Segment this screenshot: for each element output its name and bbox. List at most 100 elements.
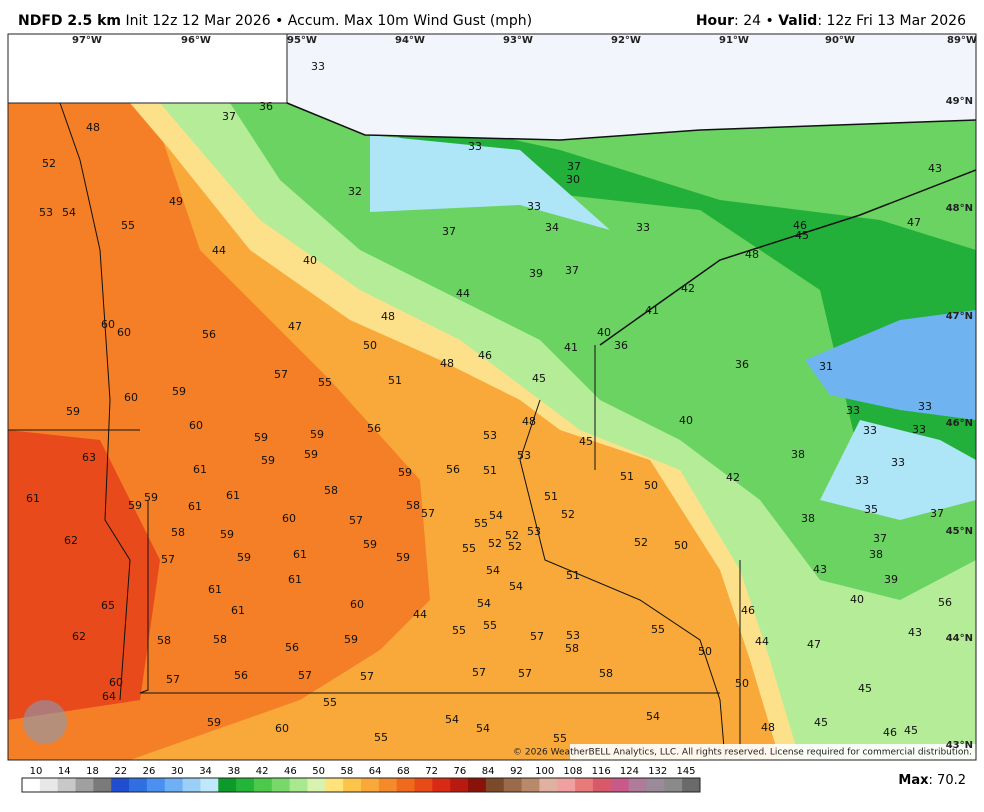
colorbar-swatch — [218, 778, 237, 792]
colorbar-swatch — [343, 778, 362, 792]
gust-label: 44 — [413, 608, 427, 621]
blue-field — [805, 310, 976, 420]
colorbar-swatch — [146, 778, 166, 792]
gust-label: 60 — [350, 598, 364, 611]
gust-label: 48 — [381, 310, 395, 323]
gust-label: 45 — [904, 724, 918, 737]
gust-label: 51 — [620, 470, 634, 483]
gust-label: 61 — [231, 604, 245, 617]
colorbar-label: 38 — [227, 766, 240, 777]
gust-label: 57 — [472, 666, 486, 679]
max-label: Max — [898, 773, 929, 788]
gust-label: 57 — [421, 507, 435, 520]
gust-label: 53 — [566, 629, 580, 642]
colorbar-swatch — [236, 778, 255, 792]
gust-label: 57 — [161, 553, 175, 566]
gust-label: 55 — [483, 619, 497, 632]
gust-label: 55 — [553, 732, 567, 745]
valid-time: Hour: 24 • Valid: 12z Fri 13 Mar 2026 — [696, 13, 966, 29]
gust-label: 48 — [522, 415, 536, 428]
gust-label: 59 — [398, 466, 412, 479]
gust-label: 57 — [530, 630, 544, 643]
longitude-label: 96°W — [181, 35, 211, 46]
gust-label: 57 — [518, 667, 532, 680]
gust-label: 44 — [212, 244, 226, 257]
gust-label: 58 — [406, 499, 420, 512]
valid-label: Valid — [778, 13, 817, 29]
gust-label: 45 — [795, 229, 809, 242]
colorbar-label: 34 — [199, 766, 212, 777]
colorbar-swatch — [557, 778, 576, 792]
gust-label: 56 — [234, 669, 248, 682]
gust-label: 61 — [226, 489, 240, 502]
gust-label: 37 — [222, 110, 236, 123]
gust-label: 48 — [761, 721, 775, 734]
colorbar-swatch — [485, 778, 505, 792]
colorbar-swatch — [575, 778, 594, 792]
gust-label: 56 — [202, 328, 216, 341]
gust-label: 45 — [579, 435, 593, 448]
gust-label: 38 — [801, 512, 815, 525]
gust-label: 48 — [745, 248, 759, 261]
gust-label: 33 — [468, 140, 482, 153]
gust-label: 56 — [446, 463, 460, 476]
inset-blank — [8, 34, 288, 104]
gust-label: 61 — [208, 583, 222, 596]
gust-label: 35 — [864, 503, 878, 516]
colorbar-swatch — [682, 778, 701, 792]
gust-label: 40 — [597, 326, 611, 339]
map-frame — [7, 33, 977, 761]
gust-label: 61 — [26, 492, 40, 505]
colorbar-label: 100 — [535, 766, 554, 777]
gust-label: 53 — [39, 206, 53, 219]
colorbar-label: 10 — [30, 766, 43, 777]
gust-label: 59 — [344, 633, 358, 646]
colorbar-swatch — [628, 778, 647, 792]
deep-red-field — [8, 430, 160, 720]
gust-label: 55 — [374, 731, 388, 744]
gust-label: 58 — [171, 526, 185, 539]
gust-label: 30 — [566, 173, 580, 186]
gust-label: 53 — [527, 525, 541, 538]
gust-label: 59 — [237, 551, 251, 564]
gust-label: 58 — [157, 634, 171, 647]
gust-label: 33 — [891, 456, 905, 469]
gust-label: 52 — [505, 529, 519, 542]
gust-label: 37 — [873, 532, 887, 545]
gust-label: 36 — [259, 100, 273, 113]
gust-label: 39 — [529, 267, 543, 280]
gust-label: 55 — [452, 624, 466, 637]
gust-label: 33 — [527, 200, 541, 213]
longitude-label: 97°W — [72, 35, 102, 46]
title: NDFD 2.5 km Init 12z 12 Mar 2026 • Accum… — [18, 13, 532, 29]
graticule-labels: 97°W 96°W 95°W 94°W 93°W 92°W 91°W 90°W 89°W 49°N… — [72, 35, 977, 751]
colorbar-label: 14 — [58, 766, 71, 777]
longitude-label: 94°W — [395, 35, 425, 46]
gust-label: 34 — [545, 221, 559, 234]
latitude-label: 49°N — [946, 96, 973, 107]
gust-label: 50 — [363, 339, 377, 352]
gust-label: 41 — [645, 304, 659, 317]
hour-value: : 24 • — [734, 13, 774, 29]
colorbar-label: 124 — [620, 766, 639, 777]
colorbar-label: 50 — [312, 766, 325, 777]
gust-label: 33 — [918, 400, 932, 413]
latitude-label: 43°N — [946, 740, 973, 751]
longitude-label: 95°W — [287, 35, 317, 46]
colorbar-swatch — [361, 778, 380, 792]
colorbar-swatch — [93, 778, 112, 792]
gust-label: 41 — [564, 341, 578, 354]
gust-label: 46 — [883, 726, 897, 739]
gust-label: 60 — [275, 722, 289, 735]
colorbar-swatch — [432, 778, 451, 792]
light-blue-field — [820, 420, 976, 520]
colorbar-label: 26 — [143, 766, 156, 777]
colorbar-swatch — [521, 778, 540, 792]
gust-label: 60 — [109, 676, 123, 689]
max-value: : 70.2 — [929, 773, 966, 788]
gust-label: 63 — [82, 451, 96, 464]
colorbar-swatch — [182, 778, 201, 792]
gust-label: 39 — [884, 573, 898, 586]
gust-label: 42 — [726, 471, 740, 484]
